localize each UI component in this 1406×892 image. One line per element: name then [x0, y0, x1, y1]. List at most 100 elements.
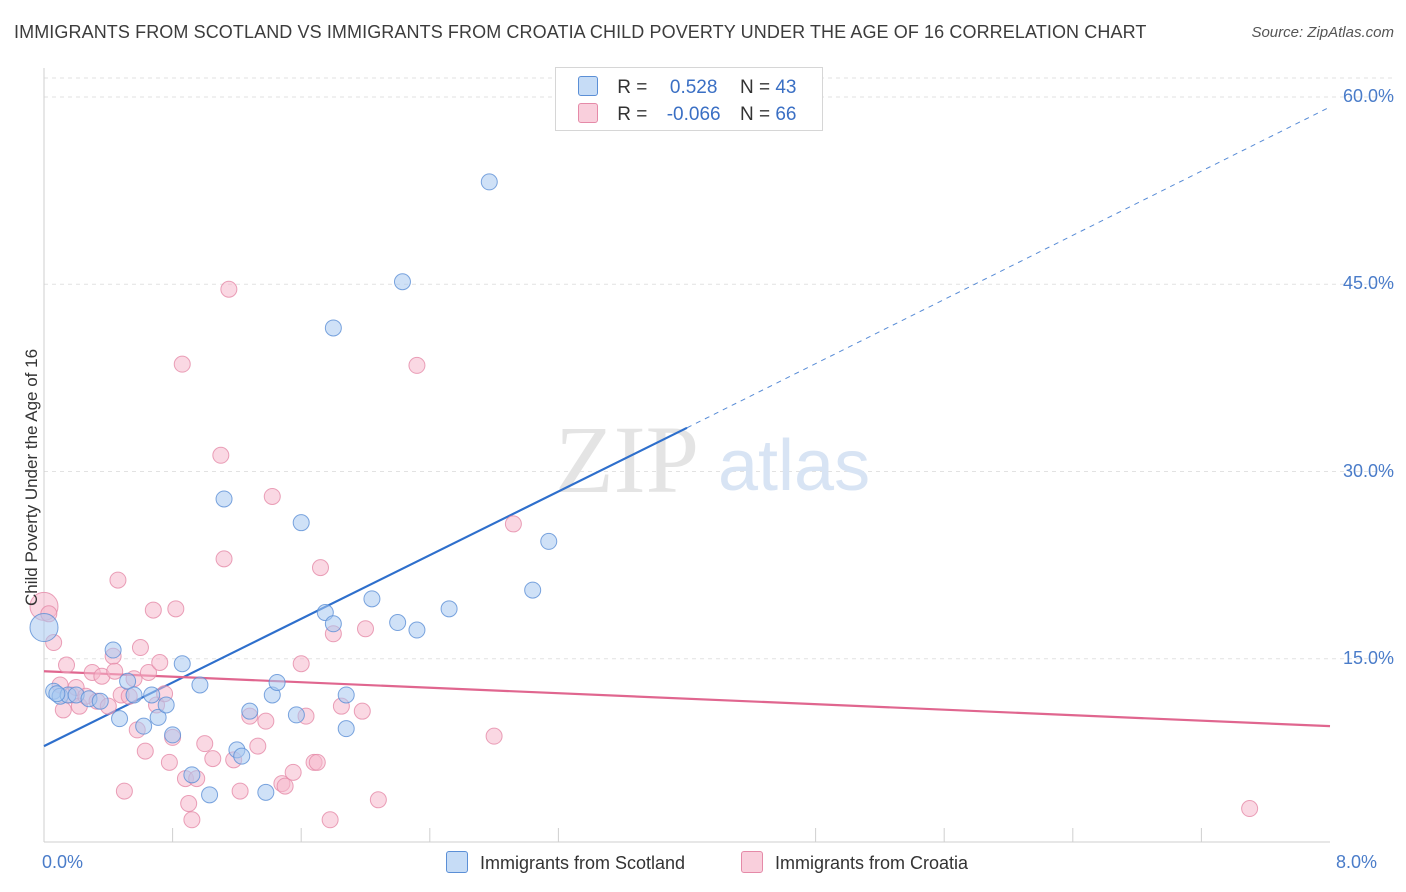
point-scotland: [324, 319, 342, 337]
legend-r-value-croatia: -0.066: [666, 104, 721, 125]
point-croatia: [231, 782, 249, 800]
point-scotland: [257, 783, 275, 801]
legend-swatch-scotland: [578, 76, 598, 96]
point-scotland: [337, 686, 355, 704]
point-croatia: [408, 356, 426, 374]
point-croatia: [257, 712, 275, 730]
point-croatia: [485, 727, 503, 745]
point-croatia: [263, 487, 281, 505]
point-scotland: [119, 672, 137, 690]
point-scotland: [164, 726, 182, 744]
point-scotland: [440, 600, 458, 618]
watermark-atlas: atlas: [718, 426, 870, 506]
point-croatia: [173, 355, 191, 373]
legend-n-value-croatia: 66: [775, 104, 797, 125]
point-croatia: [204, 750, 222, 768]
point-croatia: [215, 550, 233, 568]
chart-title: IMMIGRANTS FROM SCOTLAND VS IMMIGRANTS F…: [14, 22, 1147, 42]
point-scotland: [125, 686, 143, 704]
point-scotland: [29, 613, 59, 643]
point-croatia: [249, 737, 267, 755]
point-scotland: [393, 273, 411, 291]
legend-n-label: N =: [739, 77, 771, 98]
point-scotland: [408, 621, 426, 639]
point-croatia: [144, 601, 162, 619]
point-croatia: [276, 777, 294, 795]
y-tick-label: 15.0%: [1342, 647, 1394, 668]
point-scotland: [157, 696, 175, 714]
point-scotland: [241, 702, 259, 720]
point-croatia: [136, 742, 154, 760]
bottom-legend-scotland-label: Immigrants from Scotland: [480, 853, 686, 873]
grid: [44, 77, 1392, 660]
bottom-legend-croatia-label: Immigrants from Croatia: [775, 853, 969, 873]
point-scotland: [268, 673, 286, 691]
legend-n-label: N =: [739, 104, 771, 125]
legend-n-value-scotland: 43: [775, 77, 797, 98]
point-scotland: [363, 590, 381, 608]
data-points: [29, 173, 1259, 829]
point-scotland: [104, 641, 122, 659]
point-scotland: [215, 490, 233, 508]
y-tick-label: 45.0%: [1342, 273, 1394, 294]
point-scotland: [191, 676, 209, 694]
point-scotland: [48, 685, 66, 703]
legend-swatch-croatia: [578, 103, 598, 123]
point-croatia: [131, 639, 149, 657]
point-croatia: [58, 656, 76, 674]
point-croatia: [357, 620, 374, 638]
legend-row-scotland: R = 0.528 N = 43: [578, 76, 796, 100]
legend-r-value-scotland: 0.528: [669, 77, 718, 98]
point-croatia: [106, 662, 124, 680]
point-croatia: [167, 600, 185, 618]
point-scotland: [480, 173, 498, 191]
watermark: ZIP atlas: [555, 406, 870, 513]
point-croatia: [284, 763, 302, 781]
point-scotland: [337, 720, 355, 738]
bottom-swatch-scotland: [446, 851, 468, 873]
point-croatia: [160, 753, 178, 771]
point-croatia: [353, 702, 371, 720]
point-croatia: [504, 515, 522, 533]
y-axis-label: Child Poverty Under the Age of 16: [22, 348, 41, 606]
axes: [43, 68, 1330, 843]
point-croatia: [139, 663, 157, 681]
x-tick-max: 8.0%: [1336, 852, 1378, 872]
x-tick-min: 0.0%: [42, 852, 84, 872]
bottom-legend-croatia: Immigrants from Croatia: [741, 851, 968, 874]
point-scotland: [233, 747, 251, 765]
bottom-legend-scotland: Immigrants from Scotland: [446, 851, 685, 874]
point-croatia: [311, 559, 329, 577]
point-croatia: [212, 446, 230, 464]
trend-line-croatia: [43, 670, 1331, 728]
point-scotland: [201, 786, 219, 804]
point-scotland: [540, 532, 558, 550]
watermark-zip: ZIP: [555, 406, 699, 513]
source-label: Source: ZipAtlas.com: [1251, 24, 1394, 41]
legend-r-label: R =: [617, 77, 648, 98]
point-scotland: [149, 708, 167, 726]
point-croatia: [196, 735, 214, 753]
y-tick-label: 30.0%: [1342, 460, 1394, 481]
point-scotland: [183, 766, 201, 784]
point-croatia: [151, 653, 169, 671]
point-croatia: [308, 753, 326, 771]
point-scotland: [324, 615, 342, 633]
point-scotland: [143, 686, 161, 704]
point-scotland: [173, 655, 191, 673]
point-croatia: [183, 811, 201, 829]
point-croatia: [180, 795, 198, 813]
point-scotland: [389, 614, 407, 632]
point-scotland: [91, 692, 109, 710]
y-tick-label: 60.0%: [1342, 86, 1394, 106]
point-croatia: [292, 655, 310, 673]
correlation-legend: R = 0.528 N = 43 R = -0.066 N = 66: [555, 67, 823, 131]
legend-row-croatia: R = -0.066 N = 66: [578, 103, 796, 127]
trend-line-scotland-extension: [686, 106, 1331, 429]
point-croatia: [115, 782, 133, 800]
point-scotland: [111, 710, 129, 728]
point-croatia: [109, 571, 127, 589]
point-scotland: [524, 581, 542, 599]
point-croatia: [1241, 800, 1259, 818]
legend-r-label: R =: [617, 104, 648, 125]
